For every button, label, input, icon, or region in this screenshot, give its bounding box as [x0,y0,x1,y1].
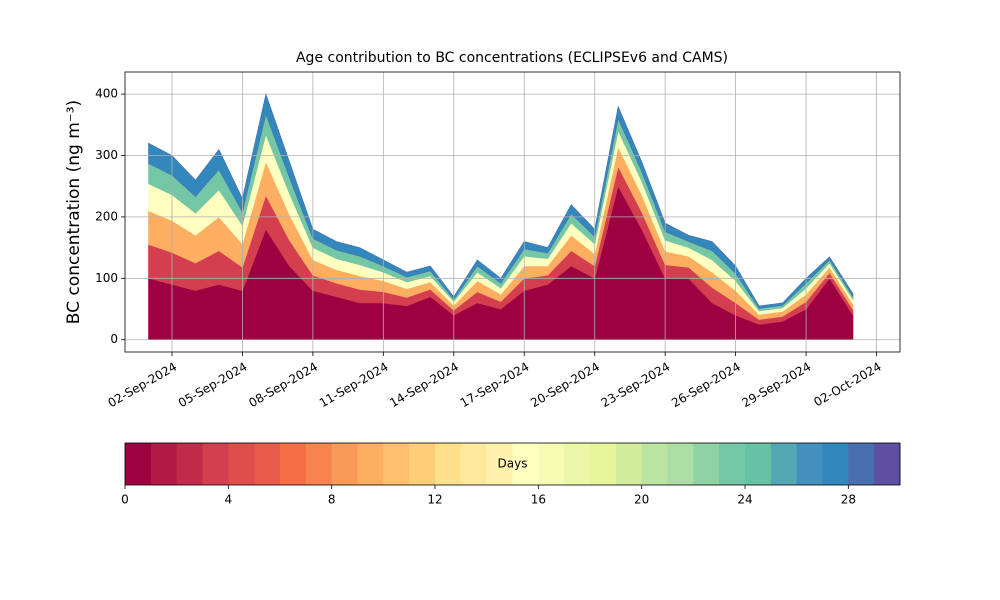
x-tick-label: 29-Sep-2024 [740,360,814,411]
colorbar-cell [564,443,591,485]
x-tick-label: 05-Sep-2024 [176,360,250,411]
x-tick-label: 20-Sep-2024 [528,360,602,411]
colorbar-cell [590,443,617,485]
colorbar-tick-label: 16 [531,493,546,507]
colorbar-cell [667,443,694,485]
colorbar-tick-label: 4 [225,493,233,507]
x-tick-label: 17-Sep-2024 [458,360,532,411]
colorbar-cell [409,443,436,485]
colorbar-cell [770,443,798,485]
colorbar-cell [435,443,462,485]
x-tick-label: 23-Sep-2024 [599,360,673,411]
colorbar-label: Days [498,457,528,471]
colorbar-cell [383,443,410,485]
x-tick-label: 26-Sep-2024 [669,360,743,411]
colorbar-cell [202,443,229,485]
colorbar-tick-label: 24 [737,493,752,507]
colorbar-cell [357,443,384,485]
colorbar-cell [280,443,307,485]
chart-title: Age contribution to BC concentrations (E… [296,50,728,66]
colorbar-cell [874,443,901,485]
x-tick-label: 08-Sep-2024 [246,360,320,411]
colorbar-cell [693,443,720,485]
area-layer [148,93,854,309]
y-tick-label: 0 [110,332,118,346]
colorbar-cell [305,443,333,485]
y-tick-label: 300 [95,148,118,162]
colorbar-cell [641,443,668,485]
x-tick-label: 14-Sep-2024 [387,360,461,411]
y-axis-label: BC concentration (ng m⁻³) [64,100,84,324]
colorbar-cell [125,443,152,485]
y-tick-label: 400 [95,87,118,101]
colorbar-cell [796,443,823,485]
colorbar-tick-label: 28 [841,493,856,507]
y-tick-label: 200 [95,209,118,223]
x-tick-label: 02-Oct-2024 [811,360,883,410]
colorbar-cell [848,443,875,485]
colorbar-cell [615,443,643,485]
colorbar-tick-label: 12 [427,493,442,507]
colorbar-cell [228,443,255,485]
colorbar-cell [745,443,772,485]
colorbar-tick-label: 8 [328,493,336,507]
colorbar-cell [331,443,358,485]
colorbar-cell [254,443,281,485]
colorbar-cell [512,443,539,485]
colorbar-cell [176,443,203,485]
x-tick-label: 02-Sep-2024 [105,360,179,411]
colorbar-cell [538,443,565,485]
colorbar-cell [150,443,178,485]
colorbar-frame [124,442,901,486]
y-tick-label: 100 [95,271,118,285]
colorbar-tick-label: 20 [634,493,649,507]
plot-frame [124,71,901,353]
colorbar-cell [822,443,849,485]
x-tick-label: 11-Sep-2024 [317,360,391,411]
colorbar-cell [719,443,746,485]
colorbar-cell [486,443,513,485]
colorbar-cell [460,443,488,485]
colorbar-tick-label: 0 [121,493,129,507]
